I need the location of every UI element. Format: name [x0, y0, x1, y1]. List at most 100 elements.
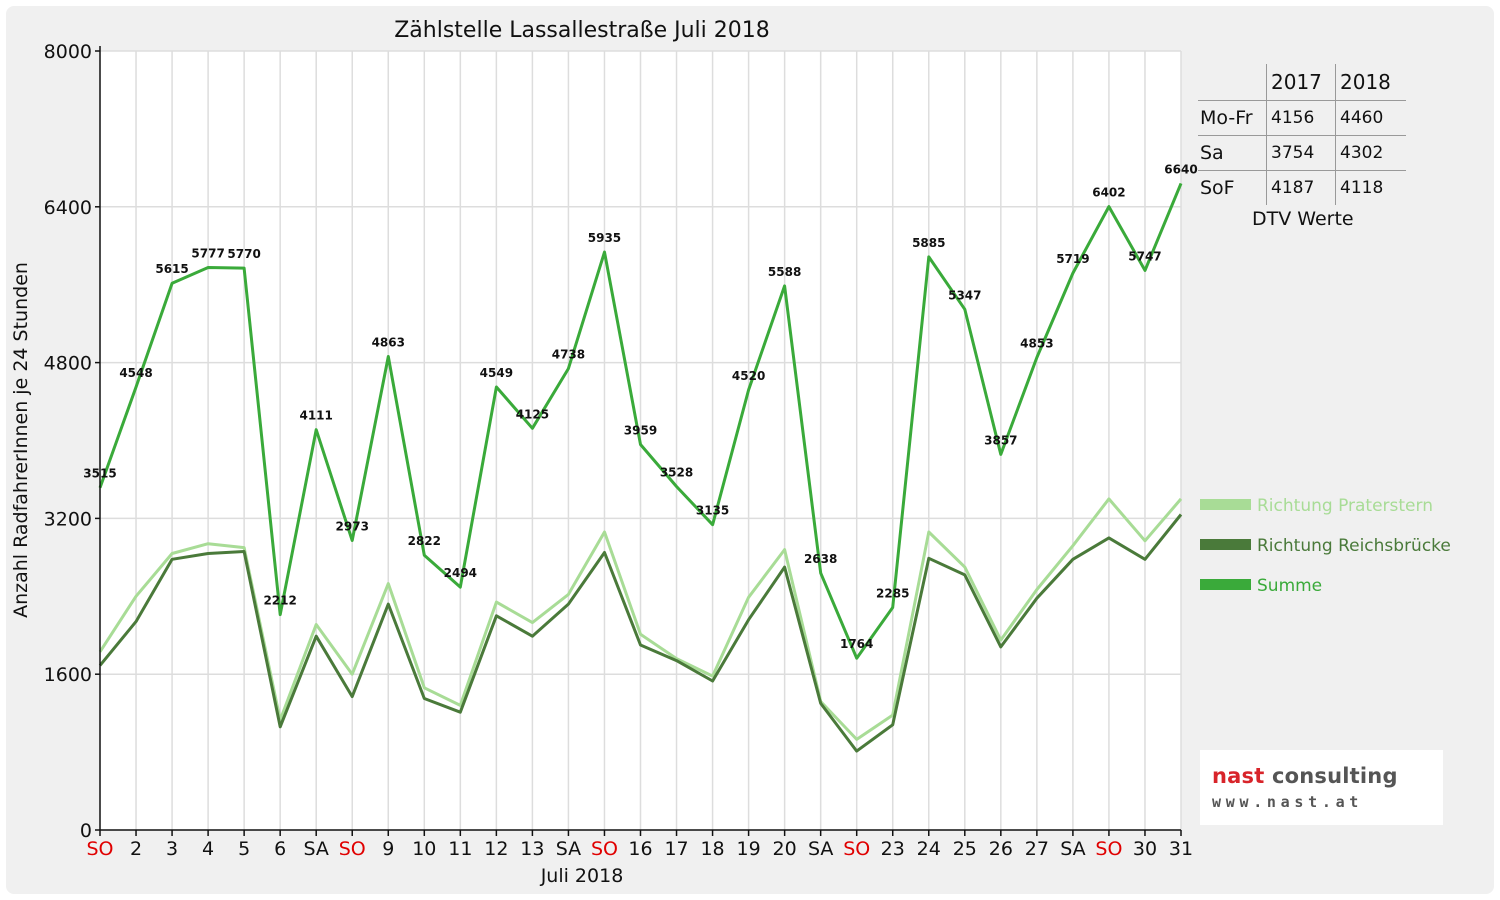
y-tick-label: 0	[80, 820, 92, 842]
x-tick-label: SA	[303, 838, 328, 860]
x-tick-label: 26	[989, 838, 1013, 860]
data-label: 4125	[516, 407, 549, 421]
logo-url: www.nast.at	[1212, 793, 1364, 811]
dtv-value-2017: 4187	[1266, 170, 1336, 205]
logo-wordmark: nast consulting	[1212, 764, 1398, 788]
y-tick-label: 1600	[44, 664, 92, 686]
dtv-row-label: SoF	[1198, 170, 1267, 205]
data-label: 2973	[336, 520, 369, 534]
x-tick-label: SO	[339, 838, 366, 860]
data-label: 2494	[444, 566, 477, 580]
x-tick-label: 24	[917, 838, 941, 860]
x-tick-label: 19	[737, 838, 761, 860]
dtv-header-2017: 2017	[1266, 64, 1336, 101]
chart-title: Zählstelle Lassallestraße Juli 2018	[394, 18, 770, 43]
legend-swatch	[1200, 499, 1251, 510]
data-label: 2212	[263, 594, 296, 608]
x-tick-label: 16	[628, 838, 652, 860]
data-label: 3135	[696, 504, 729, 518]
x-tick-label: 17	[664, 838, 688, 860]
data-label: 3528	[660, 465, 693, 479]
data-label: 6402	[1092, 186, 1125, 200]
data-label: 4520	[732, 369, 765, 383]
dtv-row-mo-fr: Mo-Fr 4156 4460	[1198, 100, 1406, 136]
legend-label: Richtung Praterstern	[1257, 496, 1433, 516]
y-tick-label: 3200	[44, 508, 92, 530]
legend-swatch	[1200, 579, 1251, 590]
data-label: 5935	[588, 231, 621, 245]
x-tick-label: 9	[382, 838, 394, 860]
legend: Richtung Praterstern Richtung Reichsbrück…	[1200, 496, 1451, 596]
data-label: 4853	[1020, 336, 1053, 350]
x-tick-label: SO	[843, 838, 870, 860]
y-axis-label: Anzahl RadfahrerInnen je 24 Stunden	[10, 262, 32, 618]
data-label: 2822	[408, 534, 441, 548]
data-label: 4111	[299, 409, 332, 423]
dtv-value-2017: 3754	[1266, 135, 1336, 171]
x-tick-label: SA	[1060, 838, 1085, 860]
y-tick-label: 4800	[44, 353, 92, 375]
series-line	[98, 513, 1183, 753]
data-label: 5615	[155, 262, 188, 276]
x-tick-label: 5	[238, 838, 250, 860]
data-label: 4863	[372, 335, 405, 349]
x-tick-label: 10	[412, 838, 436, 860]
data-label: 3857	[984, 433, 1017, 447]
data-label: 2285	[876, 586, 909, 600]
dtv-row-label: Mo-Fr	[1198, 100, 1267, 136]
data-label: 4548	[119, 366, 152, 380]
legend-label: Summe	[1257, 576, 1322, 596]
dtv-row-sof: SoF 4187 4118	[1198, 170, 1406, 205]
x-tick-label: SO	[86, 838, 113, 860]
data-label: 3959	[624, 423, 657, 437]
x-tick-label: 30	[1133, 838, 1157, 860]
x-tick-label: 23	[881, 838, 905, 860]
logo-word-nast: nast	[1212, 764, 1265, 788]
x-tick-label: 11	[448, 838, 472, 860]
data-label: 5588	[768, 265, 801, 279]
data-label: 4738	[552, 348, 585, 362]
dtv-value-2018: 4118	[1335, 170, 1406, 205]
x-tick-label: 2	[130, 838, 142, 860]
data-label: 5347	[948, 288, 981, 302]
dtv-value-2018: 4302	[1335, 135, 1406, 171]
x-tick-label: SO	[1095, 838, 1122, 860]
x-tick-label: SA	[808, 838, 833, 860]
x-tick-label: 6	[274, 838, 286, 860]
nast-consulting-logo: nast consulting www.nast.at	[1200, 750, 1443, 825]
data-label: 3515	[83, 467, 116, 481]
dtv-row-sa: Sa 3754 4302	[1198, 135, 1406, 171]
dtv-row-label: Sa	[1198, 135, 1267, 171]
y-tick-label: 8000	[44, 41, 92, 63]
legend-label: Richtung Reichsbrücke	[1257, 536, 1451, 556]
x-tick-label: SA	[556, 838, 581, 860]
dtv-header-blank	[1198, 64, 1267, 101]
dtv-table: 2017 2018 Mo-Fr 4156 4460 Sa 3754 4302 S…	[1198, 64, 1406, 205]
dtv-caption: DTV Werte	[1252, 208, 1354, 230]
dtv-header-row: 2017 2018	[1198, 64, 1406, 101]
data-label: 5777	[191, 246, 224, 260]
x-tick-label: 4	[202, 838, 214, 860]
data-label: 5719	[1056, 252, 1089, 266]
x-tick-label: 25	[953, 838, 977, 860]
data-label: 4549	[480, 366, 513, 380]
x-tick-label: 31	[1169, 838, 1193, 860]
x-tick-label: 12	[484, 838, 508, 860]
x-tick-label: 3	[166, 838, 178, 860]
grid-lines	[100, 50, 1182, 830]
x-tick-label: 20	[773, 838, 797, 860]
x-tick-label: 13	[520, 838, 544, 860]
dtv-value-2018: 4460	[1335, 100, 1406, 136]
x-tick-label: SO	[591, 838, 618, 860]
data-label: 2638	[804, 552, 837, 566]
dtv-header-2018: 2018	[1335, 64, 1406, 101]
y-tick-label: 6400	[44, 197, 92, 219]
x-tick-label: 18	[700, 838, 724, 860]
data-label: 6640	[1164, 162, 1197, 176]
data-label: 1764	[840, 637, 873, 651]
x-axis-label: Juli 2018	[540, 865, 624, 887]
x-tick-label: 27	[1025, 838, 1049, 860]
